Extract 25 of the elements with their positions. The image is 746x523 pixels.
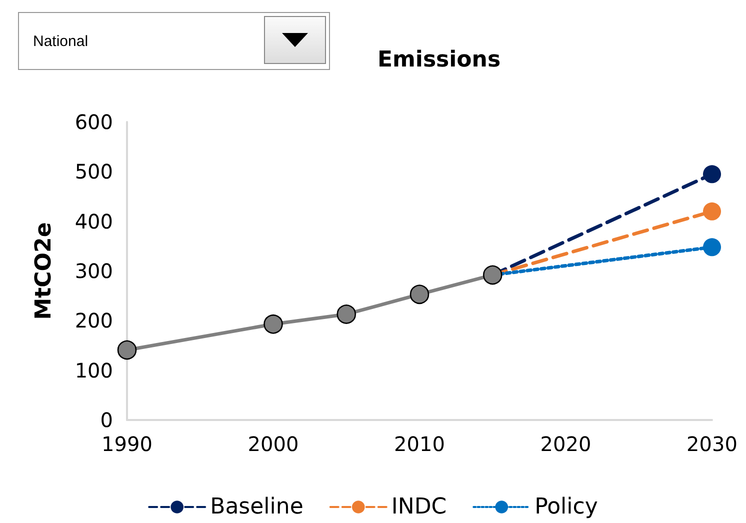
x-tick-label: 2020 (540, 432, 592, 456)
y-tick-label: 400 (74, 209, 113, 234)
y-tick-label: 300 (74, 259, 113, 283)
point (703, 238, 721, 256)
x-tick-label: 2000 (248, 432, 299, 456)
point (336, 304, 356, 324)
point (117, 340, 137, 360)
y-tick-label: 200 (74, 308, 113, 333)
y-tick-label: 100 (74, 358, 113, 382)
legend-label: INDC (391, 494, 447, 520)
dropdown: National (18, 12, 330, 70)
point (703, 202, 721, 220)
chart-title: Emissions (377, 48, 501, 72)
y-axis-title: MtCO2e (32, 222, 56, 320)
x-tick-label: 2030 (686, 432, 738, 456)
point (264, 314, 283, 334)
point (410, 284, 430, 304)
y-tick-label: 0 (100, 408, 113, 432)
x-tick-label: 1990 (102, 432, 152, 456)
legend-label: Policy (534, 494, 598, 520)
legend-label: Baseline (210, 494, 304, 520)
y-tick-label: 600 (74, 110, 113, 134)
y-tick-label: 500 (74, 160, 113, 184)
point (703, 165, 721, 184)
x-tick-label: 2010 (394, 432, 445, 456)
